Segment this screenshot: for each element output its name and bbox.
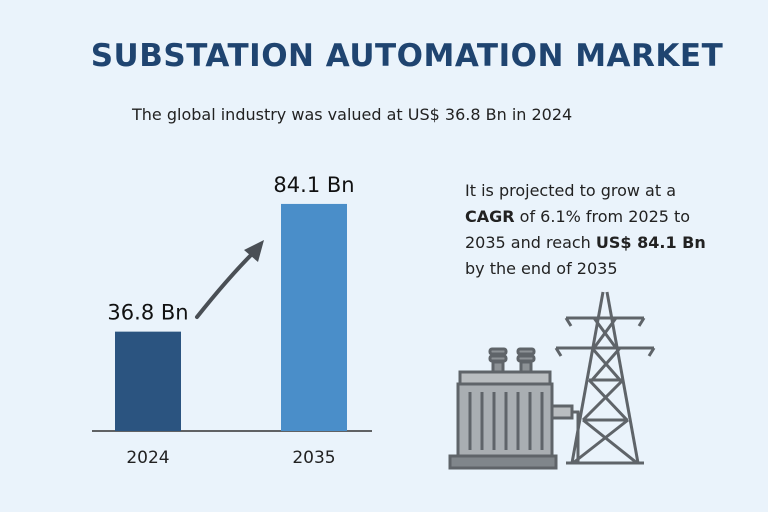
desc-part3: by the end of 2035 xyxy=(465,259,618,278)
transformer-icon xyxy=(448,347,580,470)
page-subtitle: The global industry was valued at US$ 36… xyxy=(132,105,573,124)
data-label-2024: 36.8 Bn xyxy=(107,301,188,325)
growth-arrow-icon xyxy=(195,240,264,319)
category-label-2035: 2035 xyxy=(292,448,335,468)
bar-2035 xyxy=(281,203,347,431)
desc-cagr: CAGR xyxy=(465,207,515,226)
desc-reach-value: US$ 84.1 Bn xyxy=(595,233,706,252)
bar-2024 xyxy=(115,331,181,431)
desc-part1: It is projected to grow at a xyxy=(465,181,677,200)
category-label-2024: 2024 xyxy=(126,448,169,468)
page-title: SUBSTATION AUTOMATION MARKET xyxy=(90,38,724,74)
transmission-tower-icon xyxy=(554,291,656,465)
data-label-2035: 84.1 Bn xyxy=(273,173,354,197)
desc-part2: of 6.1% from 2025 to 2035 and reach xyxy=(465,207,691,252)
projection-description: It is projected to grow at a CAGR of 6.1… xyxy=(465,178,725,282)
